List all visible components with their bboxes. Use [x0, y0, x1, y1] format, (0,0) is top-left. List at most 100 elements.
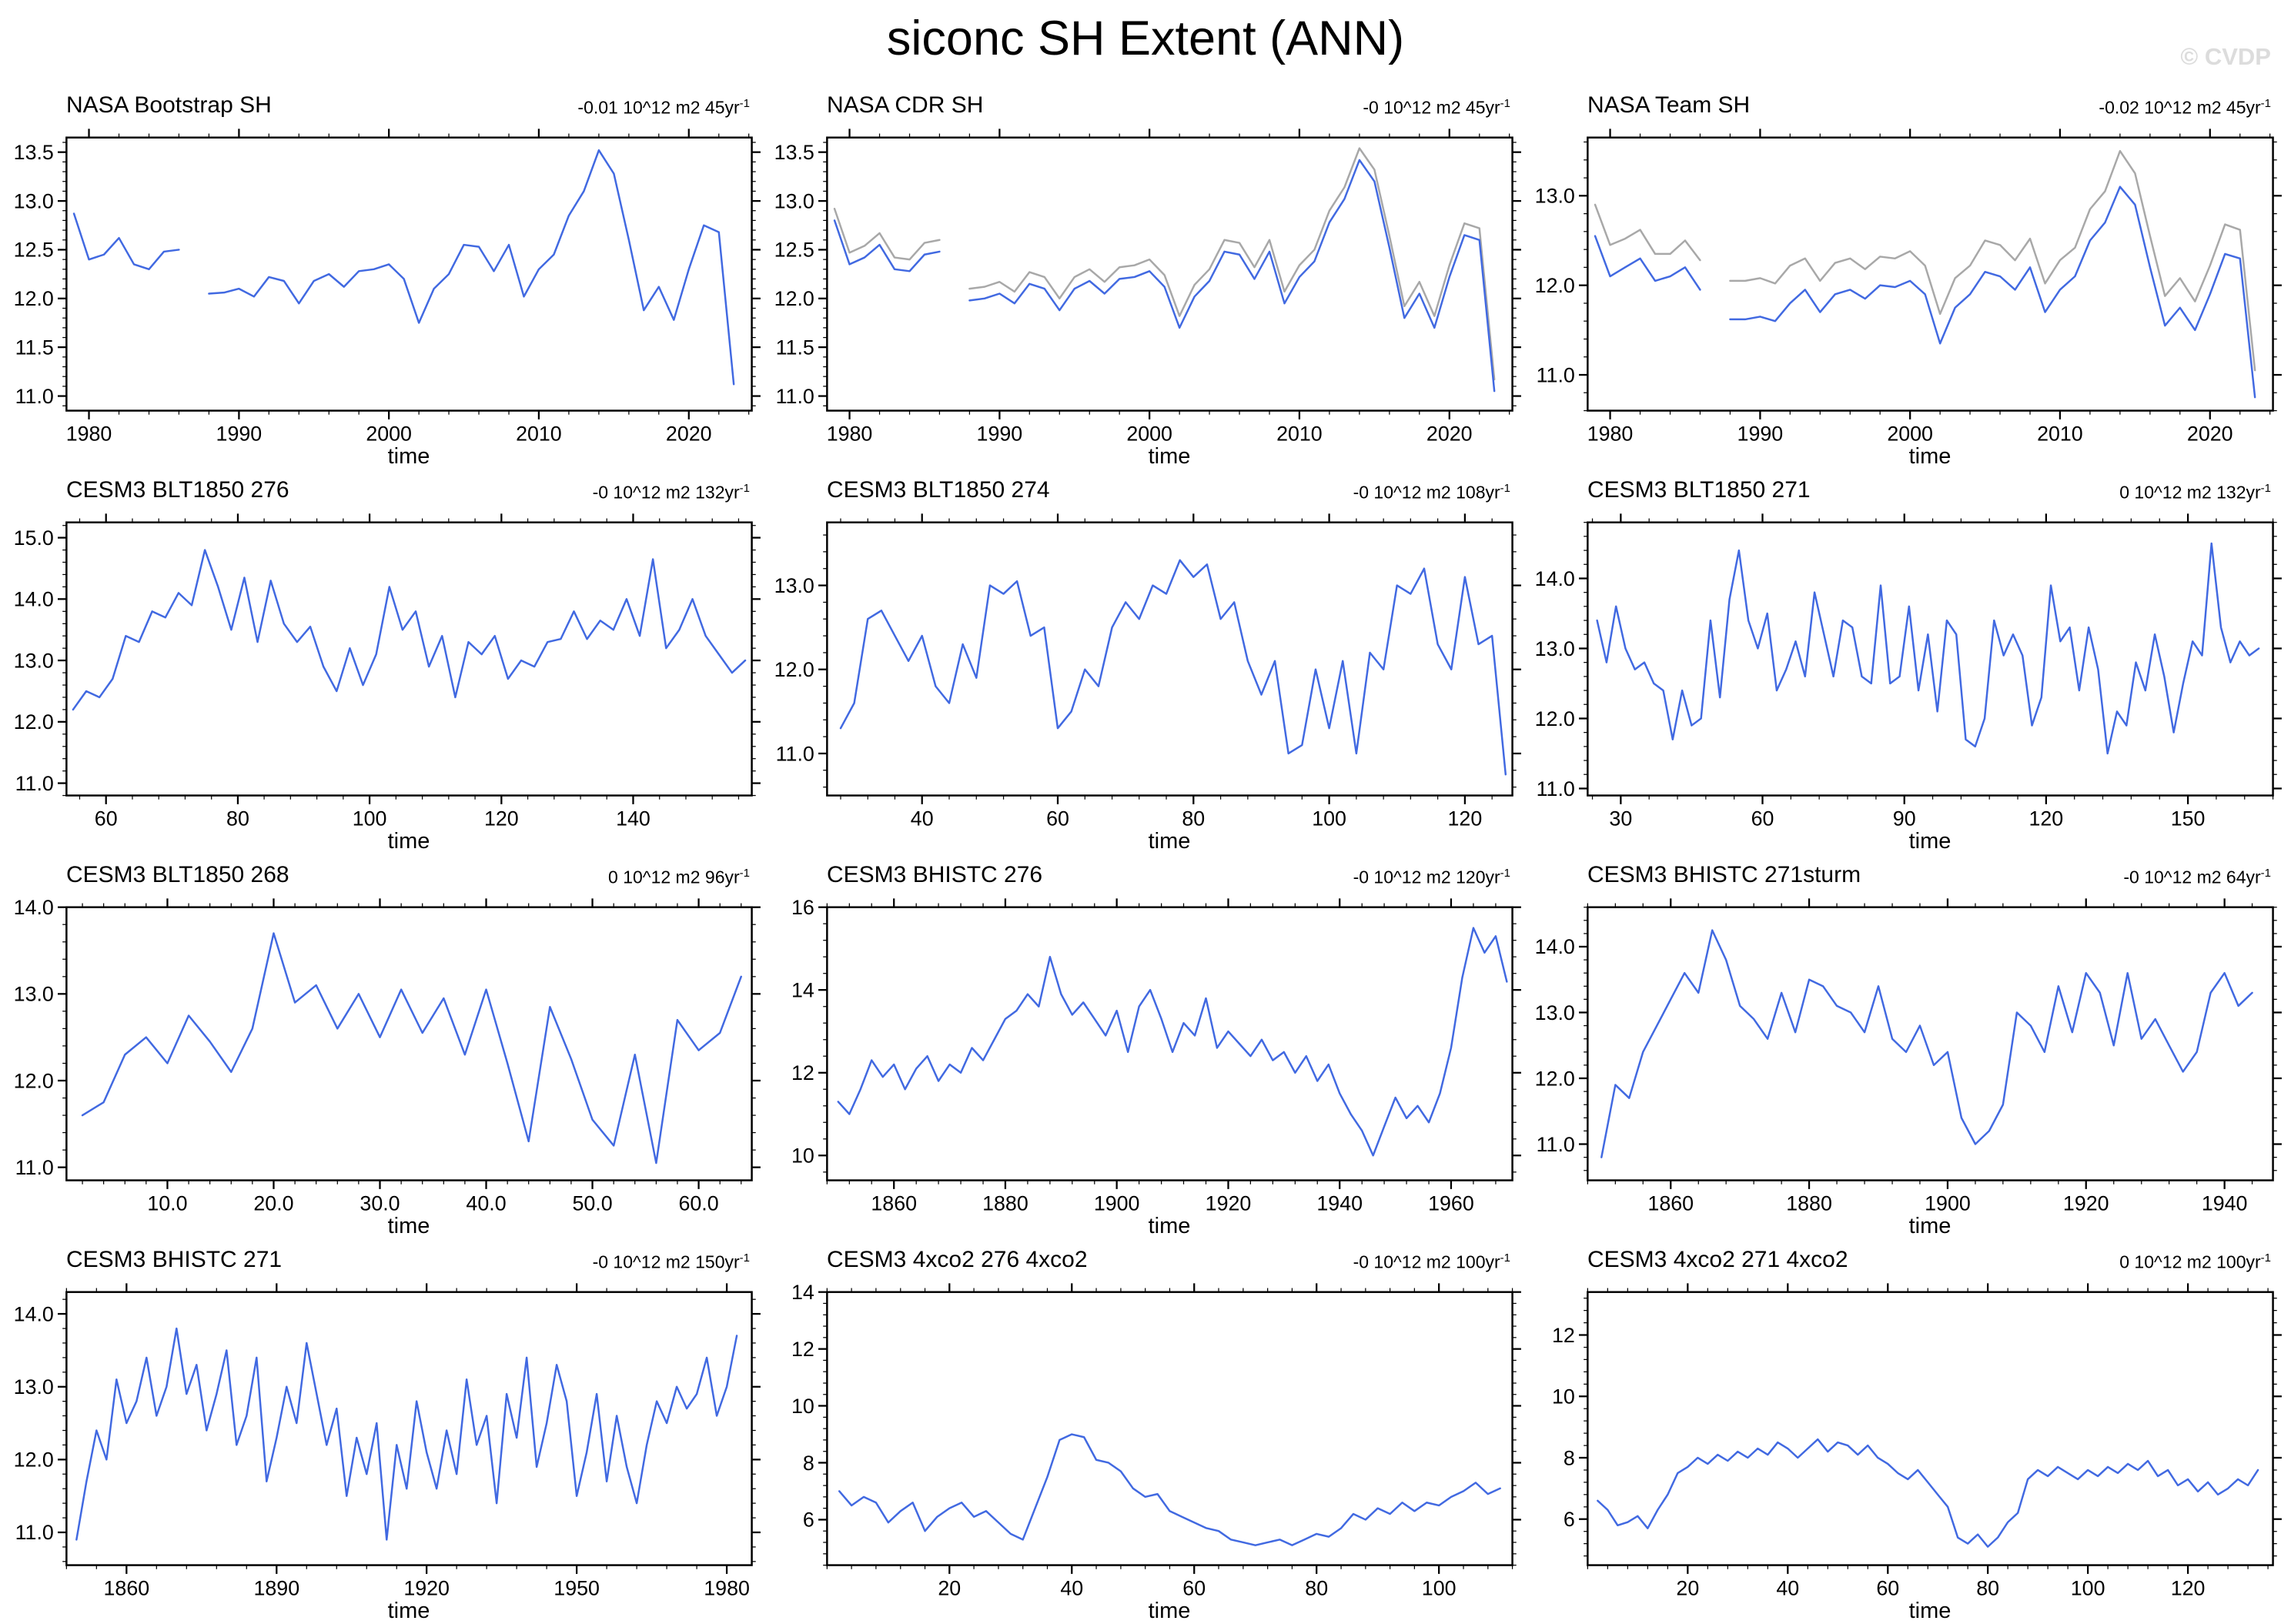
svg-text:10: 10 [791, 1395, 814, 1418]
svg-text:1900: 1900 [1094, 1192, 1140, 1215]
svg-text:140: 140 [616, 807, 651, 830]
svg-text:11.5: 11.5 [776, 336, 814, 359]
svg-text:2000: 2000 [366, 423, 412, 446]
panel-title: NASA Bootstrap SH [66, 92, 272, 118]
panel-trend-label: 0 10^12 m2 132yr-1 [2119, 482, 2271, 503]
panel-trend-label: 0 10^12 m2 100yr-1 [2119, 1251, 2271, 1273]
trend-text: -0 10^12 m2 108yr [1353, 483, 1500, 503]
svg-text:8: 8 [1564, 1446, 1575, 1469]
svg-text:14: 14 [791, 1281, 814, 1304]
chart-panel-cesm3-blt1850-268: CESM3 BLT1850 268 0 10^12 m2 96yr-1 10.0… [8, 857, 762, 1239]
svg-text:1980: 1980 [1587, 423, 1634, 446]
trend-text: -0 10^12 m2 64yr [2123, 867, 2261, 887]
trend-exponent: -1 [1500, 97, 1510, 111]
svg-text:12.0: 12.0 [14, 287, 54, 310]
svg-text:20: 20 [938, 1577, 961, 1600]
svg-text:30: 30 [1609, 807, 1632, 830]
svg-text:120: 120 [2171, 1577, 2206, 1600]
panel-title: CESM3 BLT1850 276 [66, 477, 289, 503]
svg-text:14: 14 [791, 978, 814, 1001]
svg-text:40.0: 40.0 [466, 1192, 506, 1215]
trend-exponent: -1 [739, 867, 750, 881]
panel-title: NASA Team SH [1587, 92, 1751, 118]
panel-header: CESM3 BLT1850 268 0 10^12 m2 96yr-1 [8, 857, 762, 890]
chart-grid: NASA Bootstrap SH -0.01 10^12 m2 45yr-1 … [8, 88, 2283, 1624]
svg-text:13.5: 13.5 [14, 141, 54, 164]
line-plot: 1980 1990 2000 2010 2020 11.0 11.5 12.0 12.5 13.0… [14, 129, 761, 446]
chart-panel-cesm3-bhistc-271sturm: CESM3 BHISTC 271sturm -0 10^12 m2 64yr-1… [1529, 857, 2283, 1239]
panel-title: CESM3 BHISTC 271 [66, 1247, 283, 1272]
svg-text:16: 16 [791, 896, 814, 919]
svg-text:120: 120 [484, 807, 519, 830]
svg-text:100: 100 [1422, 1577, 1457, 1600]
svg-text:1900: 1900 [1925, 1192, 1971, 1215]
svg-text:13.0: 13.0 [1535, 1001, 1575, 1024]
line-plot: 40 60 80 100 120 11.0 12.0 13.0 [774, 513, 1521, 830]
svg-text:1950: 1950 [554, 1577, 600, 1600]
line-plot: 60 80 100 120 140 11.0 12.0 13.0 14.0 15.0 [14, 513, 761, 830]
svg-text:11.0: 11.0 [776, 742, 814, 765]
panel-header: CESM3 4xco2 276 4xco2 -0 10^12 m2 100yr-… [768, 1242, 1523, 1275]
panel-trend-label: -0 10^12 m2 150yr-1 [593, 1251, 750, 1273]
panel-title: NASA CDR SH [827, 92, 984, 118]
svg-text:120: 120 [1448, 807, 1483, 830]
panel-header: CESM3 BLT1850 271 0 10^12 m2 132yr-1 [1529, 473, 2283, 505]
svg-text:30.0: 30.0 [360, 1192, 400, 1215]
svg-text:12.0: 12.0 [1535, 1067, 1575, 1090]
panel-trend-label: 0 10^12 m2 96yr-1 [608, 867, 750, 888]
svg-text:40: 40 [911, 807, 934, 830]
svg-text:11.0: 11.0 [1537, 1133, 1575, 1156]
svg-text:1990: 1990 [1737, 423, 1784, 446]
panel-header: NASA Team SH -0.02 10^12 m2 45yr-1 [1529, 88, 2283, 120]
panel-trend-label: -0 10^12 m2 45yr-1 [1363, 97, 1510, 119]
panel-header: CESM3 BHISTC 276 -0 10^12 m2 120yr-1 [768, 857, 1523, 890]
trend-exponent: -1 [1500, 867, 1510, 881]
trend-exponent: -1 [2260, 1251, 2271, 1265]
panel-title: CESM3 BHISTC 271sturm [1587, 862, 1861, 887]
svg-text:10.0: 10.0 [147, 1192, 187, 1215]
svg-text:1860: 1860 [1647, 1192, 1694, 1215]
svg-text:1980: 1980 [827, 423, 873, 446]
svg-text:60.0: 60.0 [678, 1192, 718, 1215]
trend-exponent: -1 [2260, 867, 2271, 881]
svg-text:1860: 1860 [871, 1192, 917, 1215]
svg-text:13.0: 13.0 [1535, 185, 1575, 208]
svg-text:1920: 1920 [403, 1577, 450, 1600]
svg-text:11.0: 11.0 [15, 385, 54, 408]
svg-text:13.0: 13.0 [774, 574, 814, 597]
svg-text:1980: 1980 [704, 1577, 750, 1600]
svg-text:12.0: 12.0 [774, 658, 814, 681]
x-axis-title: time [1148, 1214, 1191, 1238]
svg-text:60: 60 [1046, 807, 1069, 830]
svg-text:1990: 1990 [216, 423, 263, 446]
svg-text:1940: 1940 [1316, 1192, 1363, 1215]
svg-text:80: 80 [1182, 807, 1205, 830]
svg-text:12.5: 12.5 [14, 239, 54, 262]
svg-text:50.0: 50.0 [572, 1192, 612, 1215]
trend-exponent: -1 [1500, 482, 1510, 496]
trend-text: 0 10^12 m2 100yr [2119, 1252, 2261, 1272]
svg-text:1890: 1890 [253, 1577, 299, 1600]
trend-exponent: -1 [739, 97, 750, 111]
chart-panel-cesm3-blt1850-271: CESM3 BLT1850 271 0 10^12 m2 132yr-1 30 6… [1529, 473, 2283, 854]
x-axis-title: time [387, 1214, 430, 1238]
svg-text:60: 60 [1876, 1577, 1899, 1600]
line-plot: 1860 1880 1900 1920 1940 1960 10 12 14 16 [791, 896, 1521, 1215]
svg-text:1990: 1990 [977, 423, 1023, 446]
trend-text: 0 10^12 m2 96yr [608, 867, 740, 887]
svg-text:2020: 2020 [1426, 423, 1473, 446]
panel-header: CESM3 BLT1850 274 -0 10^12 m2 108yr-1 [768, 473, 1523, 505]
svg-text:12.0: 12.0 [14, 710, 54, 733]
svg-text:2000: 2000 [1126, 423, 1172, 446]
svg-text:60: 60 [1751, 807, 1774, 830]
x-axis-title: time [1148, 1599, 1191, 1623]
line-plot: 1860 1880 1900 1920 1940 11.0 12.0 13.0 14.0 [1535, 898, 2282, 1215]
line-plot: 1860 1890 1920 1950 1980 11.0 12.0 13.0 14.0 [14, 1283, 761, 1600]
panel-trend-label: -0 10^12 m2 100yr-1 [1353, 1251, 1510, 1273]
svg-text:8: 8 [803, 1452, 814, 1475]
svg-text:12.0: 12.0 [14, 1069, 54, 1092]
svg-text:13.5: 13.5 [774, 141, 814, 164]
chart-panel-cesm3-bhistc-276: CESM3 BHISTC 276 -0 10^12 m2 120yr-1 186… [768, 857, 1523, 1239]
line-plot: 20 40 60 80 100 120 6 8 10 12 [1552, 1283, 2282, 1600]
svg-text:11.0: 11.0 [1537, 777, 1575, 800]
